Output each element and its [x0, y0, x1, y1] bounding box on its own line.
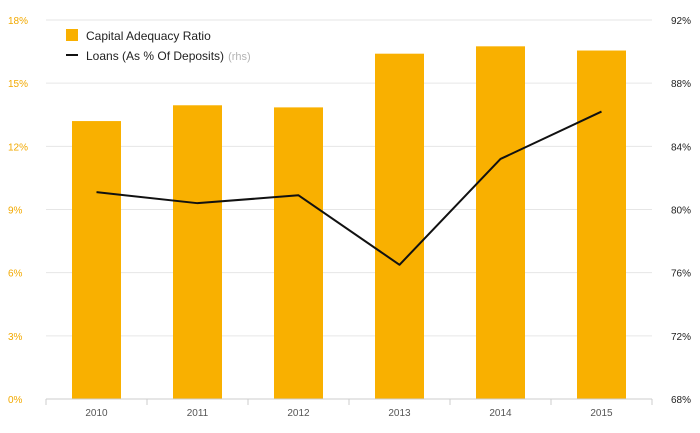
left-tick-label: 3%	[8, 332, 23, 343]
loans-line	[96, 110, 602, 266]
right-tick-label: 88%	[671, 79, 691, 90]
gridlines	[46, 19, 652, 337]
line-series	[96, 110, 602, 266]
left-tick-label: 9%	[8, 206, 23, 217]
legend-line-label: Loans (As % Of Deposits)	[86, 49, 224, 63]
left-tick-label: 12%	[8, 142, 28, 153]
right-tick-label: 68%	[671, 395, 691, 406]
bar-2015	[577, 50, 626, 400]
left-y-axis: 0% 3% 6% 9% 12% 15% 18%	[8, 16, 28, 406]
x-tick-label: 2015	[590, 408, 613, 419]
left-tick-label: 6%	[8, 269, 23, 280]
x-tick-label: 2010	[85, 408, 108, 419]
legend-line-suffix: (rhs)	[228, 51, 251, 63]
bar-2012	[274, 107, 323, 399]
legend: Capital Adequacy Ratio Loans (As % Of De…	[66, 29, 251, 63]
left-tick-label: 15%	[8, 79, 28, 90]
x-tick-label: 2011	[187, 408, 209, 419]
right-tick-label: 72%	[671, 332, 691, 343]
x-tick-label: 2013	[388, 408, 411, 419]
legend-line-text: Loans (As % Of Deposits) (rhs)	[86, 49, 251, 63]
right-tick-label: 92%	[671, 16, 691, 27]
right-tick-label: 76%	[671, 269, 691, 280]
right-y-axis: 68% 72% 76% 80% 84% 88% 92%	[671, 16, 691, 406]
left-tick-label: 0%	[8, 395, 23, 406]
x-tick-label: 2012	[287, 408, 310, 419]
bar-2014	[476, 46, 525, 399]
right-tick-label: 80%	[671, 206, 691, 217]
bar-2011	[173, 105, 222, 400]
legend-bar-swatch	[66, 29, 78, 41]
x-axis: 2010 2011 2012 2013 2014 2015	[45, 398, 653, 419]
left-tick-label: 18%	[8, 16, 28, 27]
bar-2010	[72, 121, 121, 400]
bar-2013	[375, 53, 424, 399]
x-tick-label: 2014	[489, 408, 512, 419]
bar-series	[72, 46, 626, 400]
legend-bar-label: Capital Adequacy Ratio	[86, 29, 211, 43]
right-tick-label: 84%	[671, 142, 691, 153]
